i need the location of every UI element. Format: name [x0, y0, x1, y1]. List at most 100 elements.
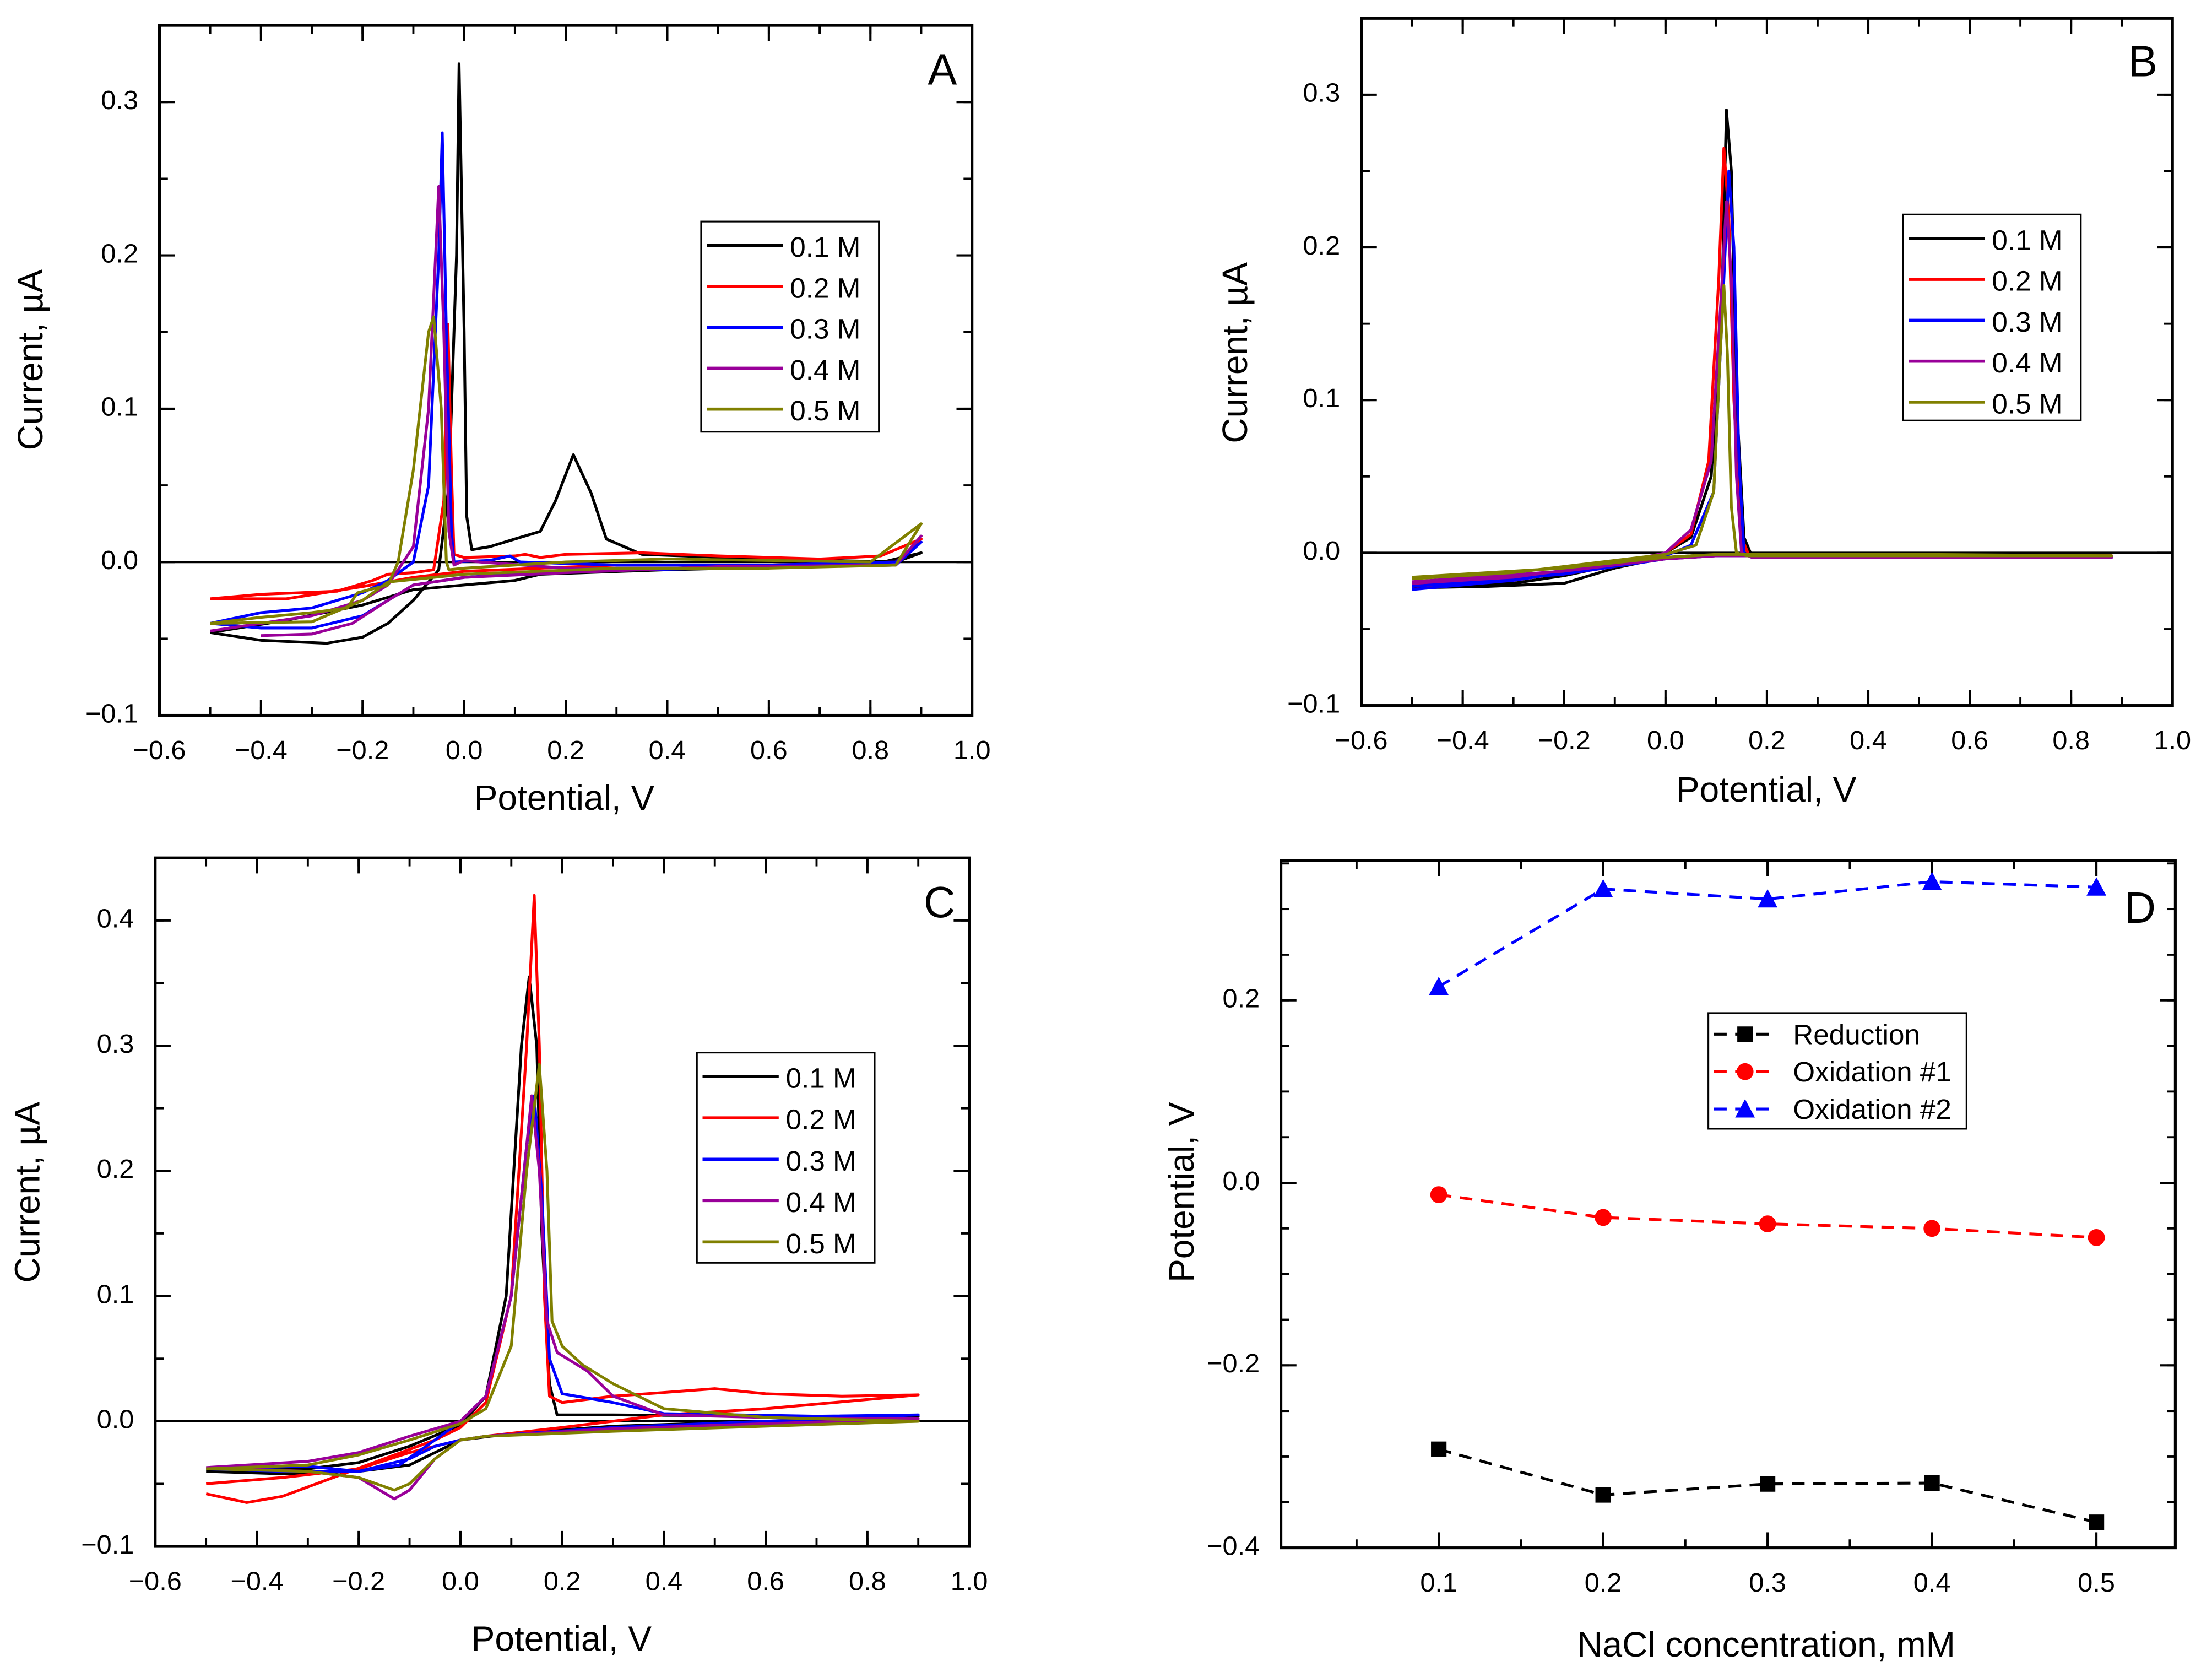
legend-label: 0.2 M: [786, 1104, 856, 1135]
y-tick-label: 0.1: [97, 1279, 134, 1309]
x-tick-label: 0.8: [849, 1566, 886, 1596]
series-line-0-5-m: [206, 1063, 920, 1492]
legend-item: 0.5 M: [1909, 388, 2063, 419]
x-axis-title: NaCl concentration, mM: [1577, 1625, 1955, 1664]
x-tick-label: 0.6: [747, 1566, 784, 1596]
panel-letter: B: [2128, 36, 2157, 85]
legend-label: 0.5 M: [786, 1228, 856, 1259]
x-axis-title: Potential, V: [474, 778, 655, 818]
data-point-square: [2089, 1514, 2105, 1530]
x-tick-label: 0.5: [2078, 1568, 2115, 1598]
legend-label: 0.3 M: [786, 1145, 856, 1177]
plot-area: [1429, 872, 2107, 1530]
legend-label: 0.3 M: [1992, 306, 2062, 338]
x-tick-label: −0.4: [235, 735, 288, 765]
legend: Reduction Oxidation #1 Oxidation #2: [1707, 1012, 1967, 1130]
y-tick-label: 0.0: [97, 1405, 134, 1435]
x-tick-label: 0.2: [1748, 726, 1786, 755]
data-point-triangle: [1429, 976, 1449, 995]
panel-letter: D: [2124, 883, 2156, 932]
data-point-circle: [1759, 1215, 1776, 1232]
data-point-triangle: [1593, 879, 1613, 898]
data-point-circle: [1430, 1186, 1447, 1203]
series-line-0-5-m: [210, 315, 923, 625]
x-tick-label: 0.6: [750, 735, 788, 765]
legend-marker-square: [1737, 1026, 1753, 1042]
legend-item: 0.1 M: [707, 231, 860, 263]
series-line-oxidation-1: [1438, 1193, 2097, 1239]
legend-label: 0.1 M: [1992, 224, 2062, 256]
panel-letter: C: [924, 878, 955, 927]
y-axis-title: Current, µA: [1215, 262, 1255, 443]
legend-item: 0.2 M: [702, 1104, 856, 1135]
legend-label: Oxidation #2: [1793, 1094, 1951, 1125]
x-tick-label: 0.3: [1749, 1568, 1786, 1598]
x-tick-label: 0.4: [649, 735, 686, 765]
legend-label: Reduction: [1793, 1019, 1920, 1050]
legend-label: 0.3 M: [790, 313, 860, 345]
legend: 0.1 M 0.2 M 0.3 M 0.4 M 0.5 M: [696, 1052, 876, 1264]
x-tick-label: 0.1: [1420, 1568, 1457, 1598]
legend-item: 0.3 M: [702, 1145, 856, 1177]
data-point-circle: [1595, 1209, 1612, 1226]
legend-marker-triangle: [1735, 1099, 1755, 1118]
panel-letter: A: [928, 45, 957, 94]
y-tick-label: 0.2: [1303, 231, 1341, 261]
y-axis-title: Current, µA: [8, 1102, 47, 1283]
x-tick-label: 0.6: [1951, 726, 1988, 755]
y-tick-label: 0.3: [101, 85, 138, 115]
legend: 0.1 M 0.2 M 0.3 M 0.4 M 0.5 M: [700, 220, 880, 433]
x-axis-title: Potential, V: [1676, 770, 1857, 809]
legend-item: 0.5 M: [707, 395, 860, 426]
y-tick-label: 0.1: [1303, 383, 1341, 413]
legend-marker-circle: [1736, 1063, 1754, 1080]
series-line-0-4-m: [206, 1094, 920, 1501]
plot-frame: [158, 24, 974, 717]
legend-box: [1902, 213, 2082, 421]
legend-label: 0.5 M: [1992, 388, 2062, 419]
data-point-square: [1595, 1487, 1611, 1503]
x-tick-label: 0.4: [1913, 1568, 1951, 1598]
series-line-0-5-m: [1412, 284, 2113, 581]
y-tick-label: 0.2: [97, 1154, 134, 1184]
legend-item: 0.4 M: [707, 354, 860, 386]
x-axis-title: Potential, V: [471, 1619, 652, 1659]
x-tick-label: −0.6: [1335, 726, 1388, 755]
legend-item: 0.3 M: [1909, 306, 2063, 338]
legend-label: 0.4 M: [790, 354, 860, 386]
plot-area: [210, 62, 923, 645]
legend-label: 0.1 M: [790, 231, 860, 263]
data-point-circle: [1923, 1220, 1940, 1237]
panel-a: −0.6 −0.4 −0.2 0.0 0.2 0.4 0.6 0.8 1.0 −0.1 0.0 0.1…: [10, 24, 991, 818]
legend-label: 0.1 M: [786, 1063, 856, 1094]
x-tick-label: −0.2: [1538, 726, 1591, 755]
y-tick-label: 0.3: [1303, 78, 1341, 108]
y-tick-label: −0.4: [1207, 1531, 1260, 1561]
series-line-0-3-m: [206, 1094, 920, 1473]
legend-label: 0.4 M: [786, 1187, 856, 1218]
x-tick-label: −0.4: [1436, 726, 1489, 755]
panel-b: −0.6 −0.4 −0.2 0.0 0.2 0.4 0.6 0.8 1.0 −0.1 0.0 0.1…: [1215, 17, 2191, 809]
x-tick-label: 1.0: [951, 1566, 988, 1596]
y-tick-label: 0.1: [101, 392, 138, 422]
x-tick-label: 0.8: [2052, 726, 2090, 755]
data-point-square: [1431, 1441, 1447, 1457]
x-tick-label: 0.2: [547, 735, 584, 765]
x-tick-label: −0.4: [230, 1566, 283, 1596]
x-tick-label: 0.0: [1647, 726, 1684, 755]
y-tick-label: −0.1: [81, 1530, 134, 1560]
data-point-square: [1924, 1475, 1940, 1491]
y-tick-label: 0.0: [101, 545, 138, 575]
legend-item: 0.4 M: [1909, 347, 2063, 378]
legend-item: 0.1 M: [1909, 224, 2063, 256]
legend-label: Oxidation #1: [1793, 1056, 1951, 1087]
panel-d: 0.1 0.2 0.3 0.4 0.5 −0.4 −0.2 0.0 0.2 NaCl concen…: [1162, 859, 2177, 1664]
x-tick-label: 1.0: [953, 735, 991, 765]
x-tick-label: 0.8: [852, 735, 889, 765]
panel-c: −0.6 −0.4 −0.2 0.0 0.2 0.4 0.6 0.8 1.0 −0.1 0.0 0.1…: [8, 856, 988, 1659]
legend-item: 0.2 M: [707, 272, 860, 304]
y-tick-label: 0.4: [97, 904, 134, 934]
plot-frame: [1360, 17, 2174, 707]
legend-item: 0.3 M: [707, 313, 860, 345]
